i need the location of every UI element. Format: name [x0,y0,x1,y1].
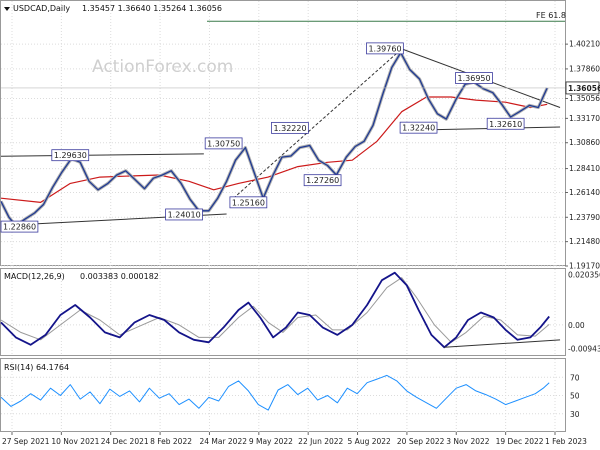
time-tick-label: 10 Nov 2021 [51,437,99,446]
price-annotation: 1.22860 [0,220,39,233]
annotation-text: 1.39760 [368,44,401,53]
annotation-text: 1.22860 [3,223,36,232]
chart-title: USDCAD,Daily [13,4,70,13]
current-price-text: 1.36056 [568,84,600,93]
annotation-text: 1.30750 [207,139,240,148]
annotation-box [229,196,268,209]
annotation-box [366,42,404,55]
annotation-box [486,117,525,130]
price-annotations: 1.22860 1.29630 1.30750 1.24010 1.25160 1.322… [0,42,525,233]
annotation-text: 1.36950 [458,74,491,83]
time-tick-label: 19 Dec 2022 [496,437,544,446]
annotation-text: 1.25160 [232,198,265,207]
rsi-tick-label: 70 [570,373,580,382]
time-tick-label: 22 Jun 2022 [298,437,343,446]
price-annotation: 1.32220 [271,121,309,134]
rsi-tick-label: 30 [570,410,580,419]
rsi-series [0,374,550,411]
macd-main [0,271,550,349]
macd-axis: 0.020356 0.00 -0.009438 [568,270,600,353]
annotation-text: 1.32610 [489,120,522,129]
price-annotation: 1.32240 [399,121,438,134]
price-tick-label: 1.35056 [569,94,600,103]
chart-ohlc: 1.35457 1.36640 1.35264 1.36056 [82,4,222,13]
macd-lines [0,271,561,349]
time-tick-label: 24 Dec 2021 [101,437,149,446]
price-tick-label: 1.30860 [569,138,600,147]
price-annotation: 1.30750 [204,137,243,150]
price-tick-label: 1.37860 [569,64,600,73]
macd-panel [0,268,566,356]
watermark: ActionForex.com [92,57,233,77]
time-tick-label: 24 Mar 2022 [199,437,247,446]
trendline [233,48,403,199]
time-axis: 27 Sep 2021 10 Nov 2021 24 Dec 2021 8 Feb 2… [2,432,587,446]
price-tick-label: 1.40210 [569,40,600,49]
rsi-line [0,374,550,411]
price-annotation: 1.32610 [486,117,525,130]
macd-tick-label: 0.00 [568,321,585,330]
price-tick-label: 1.19170 [569,262,600,271]
moving-average-line [0,96,548,203]
price-tick-label: 1.26140 [569,188,600,197]
time-tick-label: 1 Feb 2023 [545,437,587,446]
time-tick-label: 9 May 2022 [249,437,293,446]
price-tick-label: 1.23790 [569,213,600,222]
rsi-axis: 70 50 30 [570,373,580,419]
macd-label: MACD(12,26,9) [4,272,65,281]
fib-label: FE 61.8 [536,11,566,20]
annotation-box [51,149,90,162]
price-axis: 1.40210 1.37860 1.35056 1.33170 1.30860 1.284… [565,40,600,271]
price-annotation: 1.39760 [366,42,404,55]
time-tick-label: 5 Aug 2022 [348,437,391,446]
price-annotation: 1.25160 [229,196,268,209]
annotation-box [165,208,203,221]
rsi-tick-label: 50 [570,392,580,401]
annotation-box [0,220,39,233]
price-annotation: 1.36950 [455,72,493,84]
time-tick-label: 3 Nov 2022 [446,437,489,446]
price-line [0,51,549,228]
trendline [0,153,204,157]
annotation-box [204,137,243,150]
annotation-box [455,72,493,84]
time-tick-label: 27 Sep 2021 [2,437,50,446]
price-annotation: 1.27260 [303,174,342,187]
time-tick-label: 20 Sep 2022 [397,437,445,446]
macd-tick-label: 0.020356 [568,270,600,279]
macd-signal [0,277,550,343]
price-annotation: 1.24010 [165,208,203,221]
price-series [0,52,548,227]
annotation-text: 1.24010 [168,210,201,219]
annotation-box [303,174,342,187]
macd-tick-label: -0.009438 [568,344,600,353]
price-tick-label: 1.33170 [569,114,600,123]
price-tick-label: 1.28410 [569,164,600,173]
rsi-label: RSI(14) 64.1764 [4,363,69,372]
macd-trendline [444,339,561,348]
dropdown-triangle-icon[interactable] [4,7,10,11]
time-tick-label: 8 Feb 2022 [150,437,192,446]
price-annotation: 1.29630 [51,149,90,162]
annotation-box [399,121,438,134]
current-price-box [565,81,600,95]
annotation-box [271,121,309,134]
macd-values: 0.003383 0.000182 [80,272,159,281]
annotation-text: 1.32240 [402,124,435,133]
annotation-text: 1.27260 [306,176,339,185]
price-tick-label: 1.21480 [569,237,600,246]
annotation-text: 1.32220 [273,124,306,133]
current-price-tag: 1.36056 [1,81,600,95]
annotation-text: 1.29630 [54,151,87,160]
ma-series [0,96,548,203]
